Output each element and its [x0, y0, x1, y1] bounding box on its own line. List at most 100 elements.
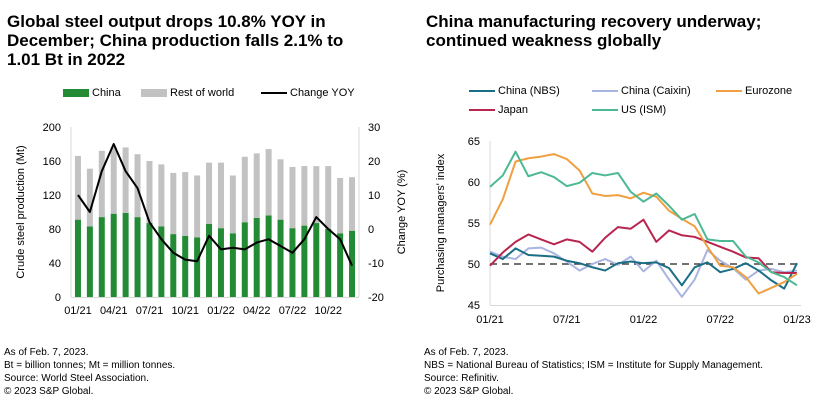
- x-tick-label: 07/22: [279, 305, 307, 317]
- y2-tick-label: 30: [368, 122, 380, 134]
- bar-rest-of-world: [253, 153, 260, 218]
- bar-rest-of-world: [86, 168, 93, 227]
- legend-label: China: [92, 87, 121, 99]
- bar-china: [277, 219, 284, 297]
- legend-swatch-eurozone: [716, 90, 742, 92]
- bar-rest-of-world: [194, 175, 201, 238]
- title-line: China manufacturing recovery underway;: [426, 12, 762, 31]
- bar-rest-of-world: [110, 147, 117, 214]
- legend-item-change-yoy: Change YOY: [261, 87, 355, 99]
- bar-china: [110, 213, 117, 297]
- bar-rest-of-world: [265, 149, 272, 216]
- y-tick-label: 60: [468, 177, 480, 189]
- bar-rest-of-world: [146, 161, 153, 224]
- bar-rest-of-world: [301, 166, 308, 226]
- note-line: NBS = National Bureau of Statistics; ISM…: [424, 360, 764, 371]
- bar-rest-of-world: [170, 172, 177, 235]
- legend-swatch-china-nbs: [469, 90, 495, 92]
- x-tick-label: 07/21: [553, 314, 581, 326]
- pmi-chart-title: China manufacturing recovery underway; c…: [426, 12, 826, 50]
- legend-item-china-nbs: China (NBS): [469, 85, 560, 97]
- legend-item-china-caixin: China (Caixin): [592, 85, 691, 97]
- note-line: Source: Refinitiv.: [424, 373, 499, 384]
- legend-item-japan: Japan: [469, 104, 528, 116]
- note-line: © 2023 S&P Global.: [424, 386, 514, 397]
- bar-china: [265, 215, 272, 297]
- bar-china: [313, 223, 320, 297]
- legend-swatch-china-caixin: [592, 90, 618, 92]
- y-axis-title: Crude steel production (Mt): [15, 145, 27, 278]
- steel-chart-title: Global steel output drops 10.8% YOY in D…: [7, 12, 407, 69]
- y-tick-label: 65: [468, 136, 480, 148]
- bar-china: [253, 217, 260, 297]
- bar-china: [134, 217, 141, 297]
- y-tick-label: 80: [49, 224, 61, 236]
- x-tick-label: 01/22: [630, 314, 658, 326]
- x-tick-label: 10/22: [314, 305, 342, 317]
- bar-rest-of-world: [337, 178, 344, 234]
- bar-rest-of-world: [74, 155, 81, 220]
- line-china-caixin: [489, 246, 798, 298]
- x-tick-label: 01/21: [64, 305, 92, 317]
- legend-label: Eurozone: [745, 85, 793, 97]
- legend-label: Japan: [498, 104, 528, 116]
- y-tick-label: 160: [43, 156, 61, 168]
- bar-rest-of-world: [241, 156, 248, 223]
- note-line: As of Feb. 7, 2023.: [424, 347, 509, 358]
- y-tick-label: 200: [43, 122, 61, 134]
- y2-tick-label: 0: [368, 224, 374, 236]
- bar-rest-of-world: [289, 166, 296, 229]
- bar-rest-of-world: [158, 164, 165, 227]
- bar-rest-of-world: [182, 172, 189, 236]
- steel-chart: 0 40 80 120 160 200 -20 -10 0 10 20 30 Crude steel p…: [15, 122, 408, 317]
- bar-china: [337, 233, 344, 297]
- legend-swatch-china: [63, 89, 89, 97]
- y-tick-label: 45: [468, 300, 480, 312]
- legend-label: China (Caixin): [621, 85, 691, 97]
- line-eurozone: [489, 153, 798, 295]
- y-tick-label: 120: [43, 190, 61, 202]
- x-tick-label: 01/22: [207, 305, 235, 317]
- bar-china: [325, 229, 332, 297]
- bar-china: [146, 223, 153, 297]
- bar-china: [217, 228, 224, 297]
- line-us-ism: [489, 150, 798, 287]
- pmi-notes: As of Feb. 7, 2023. NBS = National Burea…: [424, 346, 763, 398]
- x-tick-label: 10/21: [171, 305, 199, 317]
- legend-swatch-us-ism: [592, 109, 618, 111]
- bar-china: [229, 233, 236, 297]
- pmi-chart: 45 50 55 60 65 Purchasing managers' index 01/2…: [435, 136, 811, 326]
- legend-swatch-change-yoy: [261, 92, 287, 94]
- line-change-yoy: [77, 143, 353, 267]
- title-line: continued weakness globally: [426, 31, 662, 50]
- bar-china: [194, 237, 201, 297]
- steel-output-panel: Global steel output drops 10.8% YOY in D…: [4, 12, 408, 398]
- steel-notes: As of Feb. 7, 2023. Bt = billion tonnes;…: [4, 346, 175, 398]
- bar-china: [158, 226, 165, 297]
- bar-rest-of-world: [349, 177, 356, 231]
- bar-china: [86, 226, 93, 297]
- y-axis-title: Purchasing managers' index: [435, 153, 447, 292]
- x-tick-label: 01/23: [783, 314, 811, 326]
- y-tick-label: 55: [468, 218, 480, 230]
- y2-tick-label: -20: [368, 292, 384, 304]
- legend-item-us-ism: US (ISM): [592, 104, 666, 116]
- legend-label: China (NBS): [498, 85, 560, 97]
- legend-item-eurozone: Eurozone: [716, 85, 792, 97]
- bar-china: [289, 228, 296, 297]
- bar-rest-of-world: [134, 154, 141, 218]
- bar-china: [122, 212, 129, 297]
- note-line: Bt = billion tonnes; Mt = million tonnes…: [4, 360, 176, 371]
- bar-china: [241, 222, 248, 297]
- y2-tick-label: -10: [368, 258, 384, 270]
- bar-china: [301, 225, 308, 297]
- bar-rest-of-world: [313, 166, 320, 224]
- title-line: 1.01 Bt in 2022: [7, 50, 126, 69]
- bar-china: [98, 217, 105, 297]
- note-line: Source: World Steel Association.: [4, 373, 149, 384]
- bar-rest-of-world: [122, 147, 129, 213]
- legend-label: US (ISM): [621, 104, 667, 116]
- x-tick-label: 07/22: [706, 314, 734, 326]
- x-tick-label: 07/21: [136, 305, 164, 317]
- bar-rest-of-world: [217, 162, 224, 229]
